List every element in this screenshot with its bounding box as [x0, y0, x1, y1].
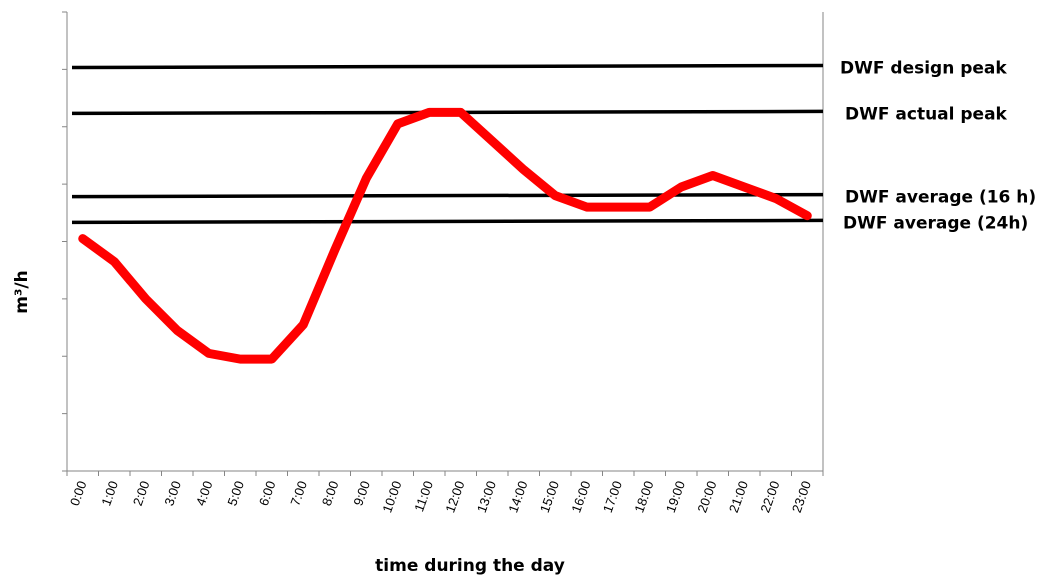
data-point: [365, 177, 367, 179]
data-point: [775, 197, 777, 199]
reference-label: DWF average (16 h): [845, 188, 1036, 208]
data-point: [239, 358, 241, 360]
data-point: [712, 175, 714, 177]
x-tick-label: 9:00: [350, 479, 373, 508]
plot-frame: [66, 12, 824, 472]
data-point: [82, 238, 84, 240]
data-point: [743, 186, 745, 188]
x-tick-label: 11:00: [411, 479, 436, 514]
data-point: [806, 215, 808, 217]
x-tick-label: 3:00: [161, 479, 184, 508]
x-tick-label: 8:00: [319, 479, 342, 508]
reference-label: DWF actual peak: [845, 104, 1008, 124]
reference-line: [71, 63, 824, 70]
x-axis-ticks: 0:00 1:00 2:00 3:00 4:00 5:00 6:00 7:00 8:00 9:00…: [66, 471, 824, 515]
data-point: [113, 261, 115, 263]
reference-labels: DWF design peak DWF actual peak DWF averag…: [840, 59, 1036, 234]
data-point: [397, 123, 399, 125]
x-tick-label: 14:00: [505, 479, 530, 515]
data-point: [428, 111, 430, 113]
data-point: [680, 186, 682, 188]
reference-line: [71, 218, 824, 225]
x-tick-label: 7:00: [287, 479, 310, 508]
x-tick-label: 18:00: [631, 479, 656, 515]
x-tick-label: 0:00: [67, 479, 90, 508]
series-group: [78, 107, 812, 364]
data-point: [334, 249, 336, 251]
x-tick-label: 5:00: [224, 479, 247, 508]
x-tick-label: 16:00: [568, 479, 593, 515]
data-point: [208, 352, 210, 354]
x-tick-label: 2:00: [130, 479, 153, 508]
data-point: [617, 206, 619, 208]
x-tick-label: 12:00: [442, 479, 467, 515]
x-tick-label: 22:00: [757, 479, 782, 515]
data-point: [523, 169, 525, 171]
x-tick-label: 10:00: [379, 479, 404, 515]
data-point: [554, 195, 556, 197]
reference-line: [71, 192, 824, 199]
data-point: [491, 140, 493, 142]
reference-label: DWF design peak: [840, 59, 1007, 79]
x-tick-label: 21:00: [726, 479, 751, 515]
x-tick-label: 13:00: [474, 479, 499, 515]
x-tick-label: 20:00: [694, 479, 719, 515]
x-tick-label: 1:00: [98, 479, 121, 508]
data-point: [145, 298, 147, 300]
data-point: [176, 329, 178, 331]
reference-label: DWF average (24h): [843, 213, 1028, 233]
data-point: [302, 324, 304, 326]
y-axis-ticks: [62, 11, 67, 472]
x-tick-label: 19:00: [663, 479, 688, 515]
x-tick-label: 17:00: [600, 479, 625, 515]
x-tick-label: 23:00: [789, 479, 814, 515]
reference-lines: [71, 63, 824, 225]
data-point: [649, 206, 651, 208]
data-point: [271, 358, 273, 360]
data-point: [460, 111, 462, 113]
x-axis-label: time during the day: [375, 556, 565, 576]
series-line: [78, 107, 812, 364]
x-tick-label: 6:00: [256, 479, 279, 508]
data-point: [586, 206, 588, 208]
x-tick-label: 4:00: [193, 479, 216, 508]
x-tick-label: 15:00: [537, 479, 562, 515]
y-axis-label: m³/h: [12, 270, 32, 313]
